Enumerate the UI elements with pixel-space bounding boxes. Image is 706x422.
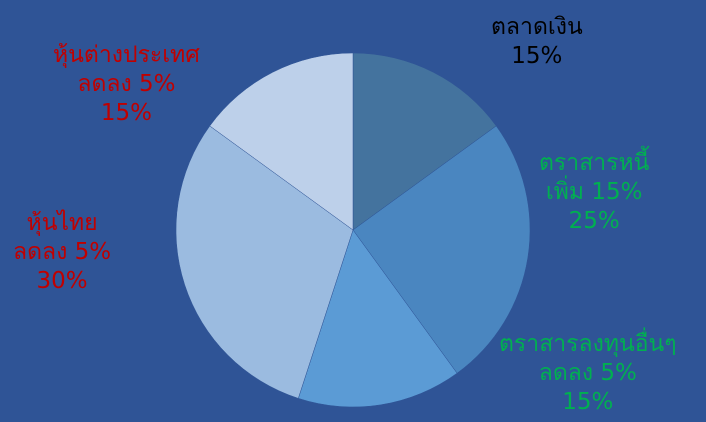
slice-percent: 15% (562, 389, 614, 415)
slice-change: ลดลง 5% (77, 71, 176, 97)
slice-percent: 30% (36, 268, 88, 294)
label-thai-stocks: หุ้นไทย ลดลง 5% 30% (13, 209, 111, 296)
slice-money-market (352, 52, 497, 231)
slice-name: ตราสารหนี้ (539, 150, 650, 176)
label-bonds: ตราสารหนี้ เพิ่ม 15% 25% (539, 149, 649, 236)
slice-other-instruments (297, 229, 458, 408)
label-money-market: ตลาดเงิน 15% (491, 13, 583, 71)
slice-name: ตลาดเงิน (491, 14, 583, 40)
label-foreign-stocks: หุ้นต่างประเทศ ลดลง 5% 15% (53, 41, 200, 128)
slice-change: ลดลง 5% (13, 239, 112, 265)
slice-name: หุ้นไทย (26, 210, 98, 236)
pie-slices (175, 52, 531, 408)
label-other-instruments: ตราสารลงทุนอื่นๆ ลดลง 5% 15% (499, 330, 677, 417)
slice-change: เพิ่ม 15% (545, 179, 643, 205)
slice-name: หุ้นต่างประเทศ (53, 42, 200, 68)
slice-percent: 15% (511, 43, 563, 69)
slice-name: ตราสารลงทุนอื่นๆ (499, 331, 677, 357)
slice-thai-stocks (175, 125, 354, 399)
slice-foreign-stocks (209, 52, 354, 231)
slice-percent: 15% (100, 100, 153, 126)
slice-change: ลดลง 5% (538, 360, 637, 386)
slice-percent: 25% (568, 208, 620, 234)
slice-bonds (352, 125, 531, 374)
